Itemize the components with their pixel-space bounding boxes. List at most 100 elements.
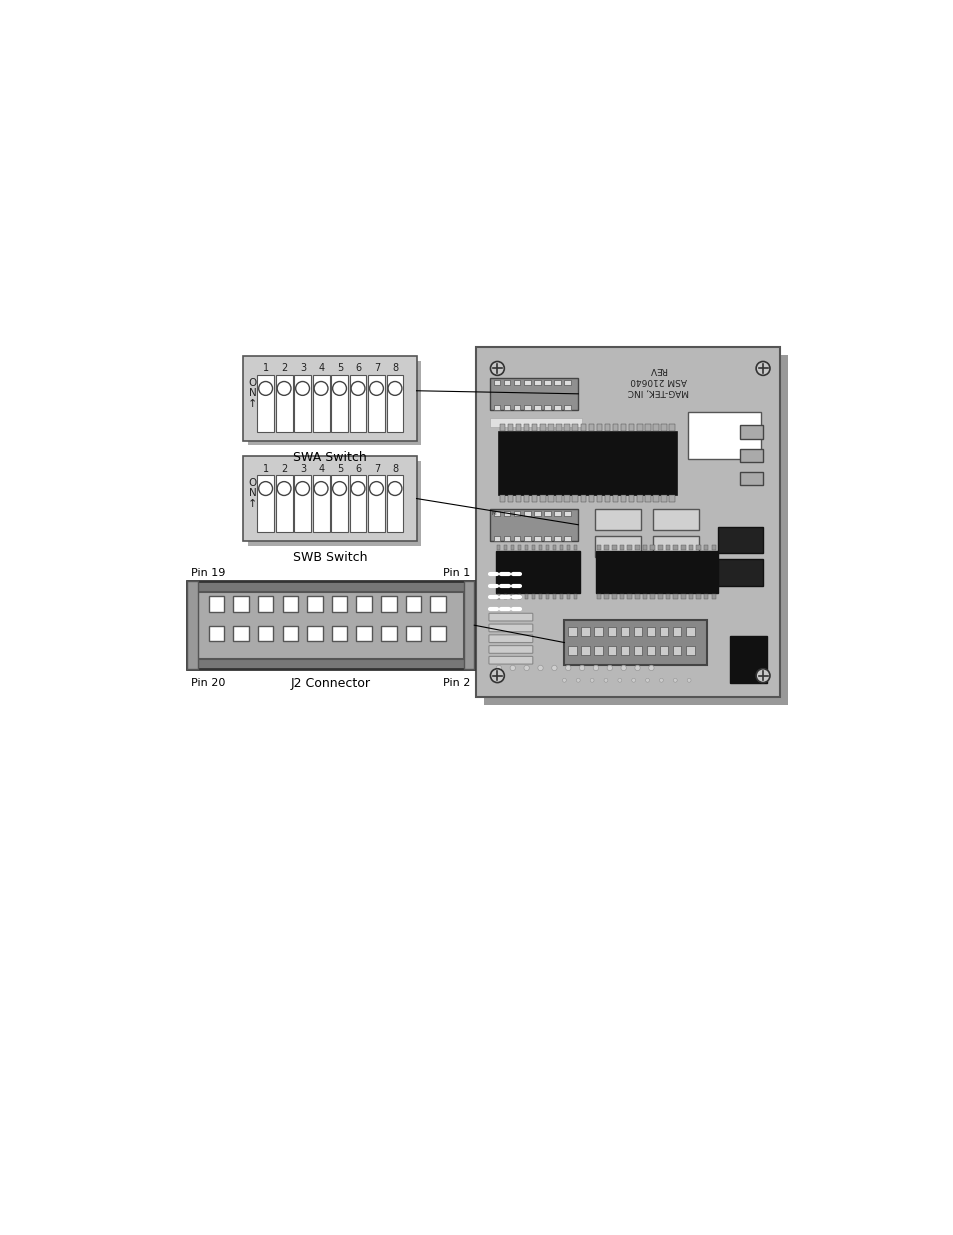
Bar [628, 495, 634, 503]
Bar [556, 424, 561, 431]
Circle shape [277, 382, 291, 395]
Bar [580, 424, 585, 431]
Circle shape [756, 668, 769, 683]
Bar [331, 474, 348, 531]
Bar [493, 380, 500, 385]
Text: ↑: ↑ [248, 399, 257, 409]
Bar [604, 594, 608, 599]
Bar [595, 536, 640, 557]
Text: 2: 2 [281, 363, 288, 373]
Bar [516, 424, 520, 431]
Bar [538, 594, 542, 599]
Bar [517, 545, 521, 550]
Bar [644, 495, 650, 503]
Bar [612, 495, 618, 503]
FancyBboxPatch shape [488, 614, 533, 621]
Bar [430, 626, 445, 641]
Text: O: O [248, 478, 256, 488]
Bar [187, 580, 474, 669]
Bar [680, 545, 685, 550]
Bar [652, 509, 699, 530]
Bar [499, 424, 504, 431]
Text: 4: 4 [318, 363, 325, 373]
Bar [620, 627, 628, 636]
Bar [637, 424, 642, 431]
Bar [533, 405, 540, 410]
Circle shape [673, 678, 677, 682]
Text: ↑: ↑ [248, 499, 257, 509]
Bar [637, 495, 642, 503]
Bar [620, 495, 626, 503]
Bar [646, 646, 655, 655]
Bar [650, 594, 654, 599]
Bar [233, 626, 249, 641]
Bar [516, 495, 520, 503]
Text: 3: 3 [300, 363, 306, 373]
Bar [718, 527, 762, 553]
Text: N: N [249, 488, 256, 498]
Text: 4: 4 [318, 463, 325, 473]
Circle shape [565, 666, 570, 671]
Bar [665, 545, 670, 550]
Text: 1: 1 [263, 363, 269, 373]
Bar [573, 545, 577, 550]
Bar [696, 594, 700, 599]
Circle shape [593, 666, 598, 671]
Bar [628, 424, 634, 431]
Text: N: N [249, 388, 256, 398]
Circle shape [606, 666, 612, 671]
Bar [538, 545, 542, 550]
Bar [524, 545, 528, 550]
Bar [620, 646, 628, 655]
Bar [539, 424, 545, 431]
Text: 2: 2 [281, 463, 288, 473]
Bar [552, 545, 556, 550]
Bar [566, 545, 570, 550]
Bar [650, 545, 654, 550]
Bar [596, 495, 601, 503]
Text: J2 Connector: J2 Connector [291, 677, 371, 690]
Bar [257, 597, 274, 611]
Bar [703, 545, 708, 550]
Circle shape [369, 382, 383, 395]
Bar [523, 405, 530, 410]
Bar [672, 627, 680, 636]
Circle shape [576, 678, 579, 682]
Bar [680, 594, 685, 599]
Bar [665, 594, 670, 599]
Bar [642, 594, 646, 599]
Bar [197, 592, 463, 658]
Bar [604, 495, 610, 503]
Bar [503, 545, 507, 550]
Bar [513, 536, 520, 541]
Bar [498, 431, 676, 495]
Bar [543, 536, 550, 541]
Bar [588, 495, 594, 503]
Bar [564, 495, 569, 503]
Bar [607, 646, 616, 655]
Bar [381, 626, 396, 641]
Text: 7: 7 [374, 363, 380, 373]
Bar [545, 594, 549, 599]
Bar [356, 597, 372, 611]
Bar [257, 374, 274, 431]
Bar [497, 594, 500, 599]
Bar [568, 627, 577, 636]
Bar [612, 594, 616, 599]
Circle shape [295, 382, 309, 395]
Text: 1: 1 [263, 463, 269, 473]
Bar [711, 594, 716, 599]
Bar [563, 380, 570, 385]
Bar [633, 627, 641, 636]
Bar [483, 354, 787, 705]
Circle shape [686, 678, 690, 682]
Bar [556, 495, 561, 503]
Bar [553, 511, 560, 516]
Text: 5: 5 [336, 363, 343, 373]
Bar [604, 545, 608, 550]
FancyBboxPatch shape [488, 646, 533, 653]
Bar [620, 424, 626, 431]
Bar [209, 597, 224, 611]
Bar [652, 536, 699, 557]
Text: MAG-TEK, INC: MAG-TEK, INC [627, 387, 688, 396]
